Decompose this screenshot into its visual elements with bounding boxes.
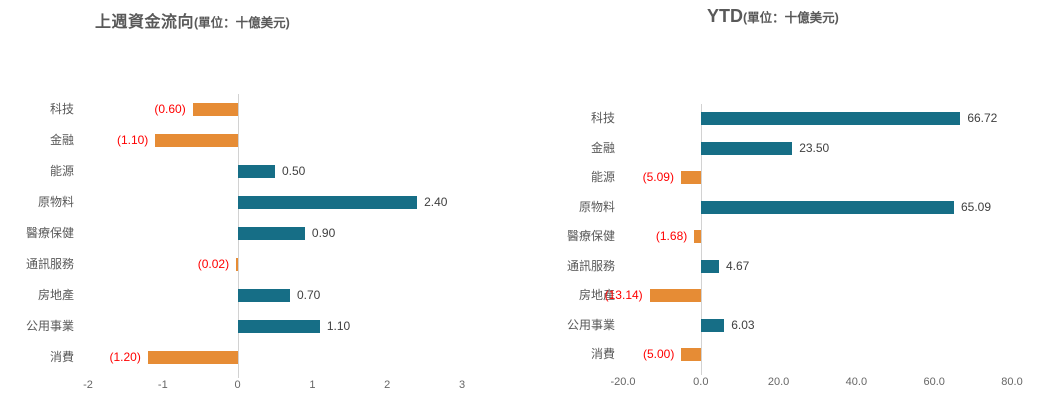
bar [694, 230, 701, 244]
bar [237, 289, 290, 302]
category-label: 房地產 [37, 288, 74, 302]
axis-tick-label: 0.0 [693, 375, 709, 388]
bar [155, 134, 238, 147]
bar [237, 320, 320, 333]
bar [700, 259, 719, 273]
category-label: 金融 [49, 133, 74, 147]
bar [649, 289, 701, 303]
value-label: 2.40 [424, 195, 448, 209]
chart-title-text: 上週資金流向 [95, 14, 195, 31]
weekly-flow-chart: 上週資金流向(單位：十億美元) 科技 (0.60) 金融 (1.10) 能源 0.50 原物… [0, 0, 505, 402]
value-label: 4.67 [725, 258, 750, 273]
ytd-chart: YTD(單位：十億美元) 科技 66.72 金融 23.50 能源 (5.09) 原物料 65… [538, 0, 1038, 402]
category-label: 公用事業 [566, 317, 615, 332]
category-label: 科技 [49, 102, 74, 116]
chart-subtitle: (單位：十億美元) [743, 11, 839, 25]
bar [700, 200, 954, 214]
bar [192, 103, 238, 116]
category-label: 原物料 [37, 195, 74, 209]
value-label: (13.14) [604, 288, 643, 302]
value-label: 6.03 [731, 317, 755, 332]
category-label: 消費 [590, 347, 615, 361]
category-label: 通訊服務 [25, 257, 74, 271]
category-label: 通訊服務 [566, 258, 615, 273]
value-label: 0.50 [282, 164, 306, 178]
value-label: (5.09) [642, 170, 674, 184]
axis-tick-label: 60.0 [923, 375, 945, 388]
axis-tick-label: 0 [234, 379, 241, 391]
category-label: 能源 [590, 170, 615, 184]
category-label: 科技 [590, 111, 615, 125]
value-label: (1.68) [655, 229, 688, 243]
value-label: 66.72 [967, 111, 998, 125]
value-label: (1.10) [116, 133, 149, 147]
value-label: 0.70 [296, 288, 321, 302]
bar [700, 318, 725, 332]
bar [237, 196, 418, 209]
axis-tick-label: 2 [384, 379, 391, 391]
category-label: 原物料 [578, 199, 615, 214]
bar [681, 348, 701, 362]
value-label: (1.20) [109, 350, 141, 364]
value-label: 0.90 [311, 226, 336, 240]
category-label: 金融 [590, 140, 615, 155]
axis-tick-label: 1 [309, 379, 316, 391]
value-label: 1.10 [326, 319, 351, 333]
plot-area: 科技 66.72 金融 23.50 能源 (5.09) 原物料 65.09 醫療保健 (1.68)… [538, 104, 1038, 402]
value-label: 23.50 [799, 140, 830, 155]
category-label: 能源 [49, 164, 74, 178]
bar [680, 171, 701, 185]
zero-axis-line [700, 104, 702, 375]
axis-tick-label: 3 [458, 379, 466, 391]
value-label: 65.09 [961, 199, 992, 214]
category-label: 公用事業 [25, 319, 74, 333]
bar [237, 227, 305, 240]
chart-title: 上週資金流向(單位：十億美元) [95, 8, 290, 32]
axis-tick-label: -1 [157, 379, 168, 391]
value-label: (5.00) [642, 347, 675, 361]
axis-tick-label: 80.0 [1001, 375, 1023, 388]
category-label: 房地產 [578, 288, 615, 302]
bar [147, 351, 238, 364]
axis-tick-label: 20.0 [767, 375, 790, 388]
axis-tick-label: 40.0 [845, 375, 868, 388]
bar [700, 112, 961, 126]
value-label: (0.60) [154, 102, 186, 116]
axis-tick-label: -2 [83, 379, 93, 391]
chart-subtitle: (單位：十億美元) [194, 16, 290, 30]
category-label: 醫療保健 [566, 229, 615, 243]
bar [236, 258, 238, 271]
plot-area: 科技 (0.60) 金融 (1.10) 能源 0.50 原物料 2.40 醫療保健 0.90 通訊服… [0, 94, 505, 394]
bar [237, 165, 275, 178]
chart-title: YTD(單位：十億美元) [707, 6, 839, 27]
category-label: 醫療保健 [25, 226, 74, 240]
value-label: (0.02) [197, 257, 230, 271]
category-label: 消費 [49, 350, 74, 364]
axis-tick-label: -20.0 [610, 375, 636, 388]
bar [700, 141, 793, 155]
chart-title-text: YTD [707, 6, 743, 26]
